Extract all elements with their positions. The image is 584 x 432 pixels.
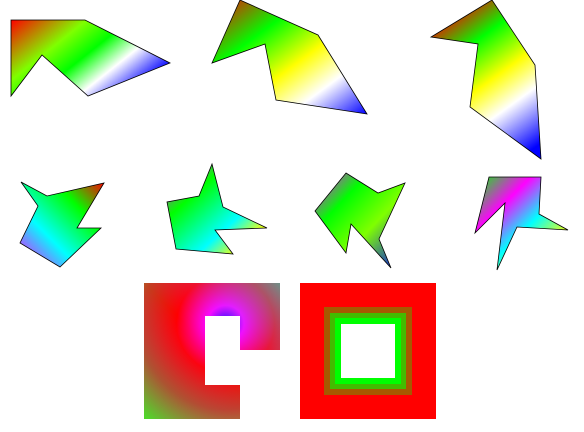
gradient-star-3 [314, 172, 406, 269]
gradient-polygon-3 [429, 0, 542, 160]
gradient-polygon-1 [10, 19, 171, 98]
gradient-square-frame [300, 283, 436, 419]
gradient-star-2 [166, 162, 268, 255]
gradient-star-4 [474, 176, 569, 271]
gradient-square-c-shape [144, 283, 280, 419]
gradient-star-1 [19, 181, 105, 268]
gradient-polygon-2 [211, 0, 368, 115]
